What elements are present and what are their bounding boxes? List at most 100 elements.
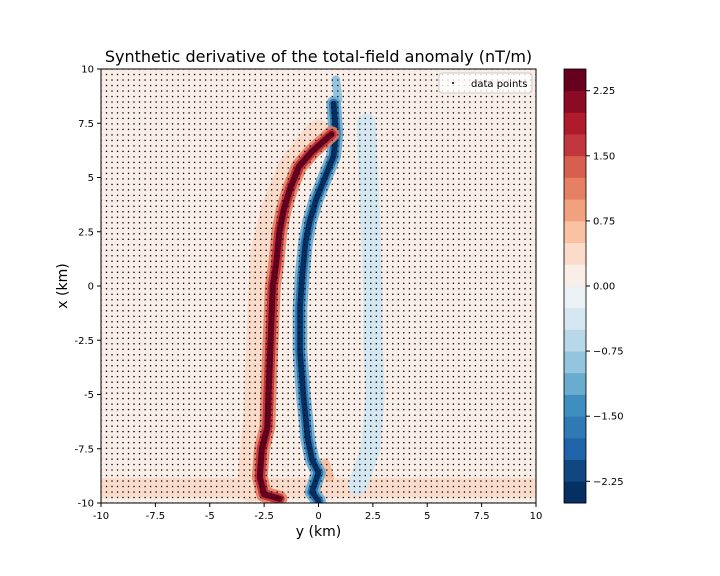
data-point [419,496,422,499]
data-point [166,216,168,219]
data-point [392,233,394,235]
data-point [392,304,394,306]
data-point [226,381,229,383]
data-point [204,189,207,191]
data-point [248,469,251,471]
data-point [436,216,438,219]
data-point [403,485,405,488]
data-point [529,359,532,361]
data-point [480,364,482,367]
data-point [408,260,411,263]
data-point [254,172,256,175]
data-point [281,353,284,356]
data-point [408,172,411,175]
data-point [226,403,229,405]
data-point [469,458,471,460]
data-point [452,441,455,444]
data-point [480,227,482,230]
data-point [226,425,229,427]
data-point [314,480,317,482]
data-point [419,337,422,339]
data-point [392,277,394,279]
data-point [474,194,477,197]
data-point [353,425,356,427]
data-point [381,480,383,482]
data-point [270,293,273,295]
data-point [496,238,499,241]
data-point [326,167,328,169]
data-point [237,392,240,394]
data-point [469,353,471,356]
data-point [348,260,350,263]
data-point [342,249,345,252]
data-point [111,189,113,191]
data-point [326,266,328,268]
data-point [127,172,130,175]
data-point [502,337,504,339]
data-point [397,211,400,213]
data-point [276,436,278,438]
data-point [348,244,350,246]
data-point [177,463,179,466]
data-point [513,430,515,433]
data-point [248,249,251,252]
data-point [270,408,273,411]
data-point [348,233,350,235]
data-point [243,375,245,378]
data-point [254,298,256,301]
data-point [265,447,267,449]
data-point [529,348,532,350]
data-point [436,364,438,367]
data-point [144,227,146,230]
data-point [292,266,295,268]
data-point [480,430,482,433]
data-point [414,348,416,350]
data-point [232,414,234,416]
data-point [177,249,179,252]
data-point [364,342,367,345]
data-point [281,386,284,389]
data-point [149,397,152,400]
data-point [221,304,223,306]
data-point [480,370,482,372]
data-point [348,249,350,252]
data-point [199,178,201,180]
data-point [138,282,141,285]
data-point [485,414,488,416]
data-point [149,282,152,285]
data-point [414,469,416,471]
data-point [507,298,510,301]
data-point [155,293,157,295]
data-point [171,211,174,213]
data-point [348,298,350,301]
data-point [513,386,515,389]
data-point [430,496,433,499]
data-point [281,326,284,328]
data-point [458,381,460,383]
data-point [298,359,300,361]
data-point [314,485,317,488]
data-point [414,447,416,449]
data-point [381,194,383,197]
data-point [513,359,515,361]
data-point [127,441,130,444]
data-point [226,386,229,389]
data-point [458,364,460,367]
data-point [237,447,240,449]
data-point [320,392,323,394]
data-point [513,408,515,411]
data-point [160,370,163,372]
data-point [298,337,300,339]
data-point [177,309,179,312]
data-point [502,238,504,241]
data-point [436,222,438,224]
data-point [524,282,526,285]
data-point [375,189,378,191]
data-point [447,287,449,290]
data-point [419,359,422,361]
data-point [436,298,438,301]
data-point [292,480,295,482]
data-point [507,309,510,312]
data-point [342,458,345,460]
data-point [392,293,394,295]
